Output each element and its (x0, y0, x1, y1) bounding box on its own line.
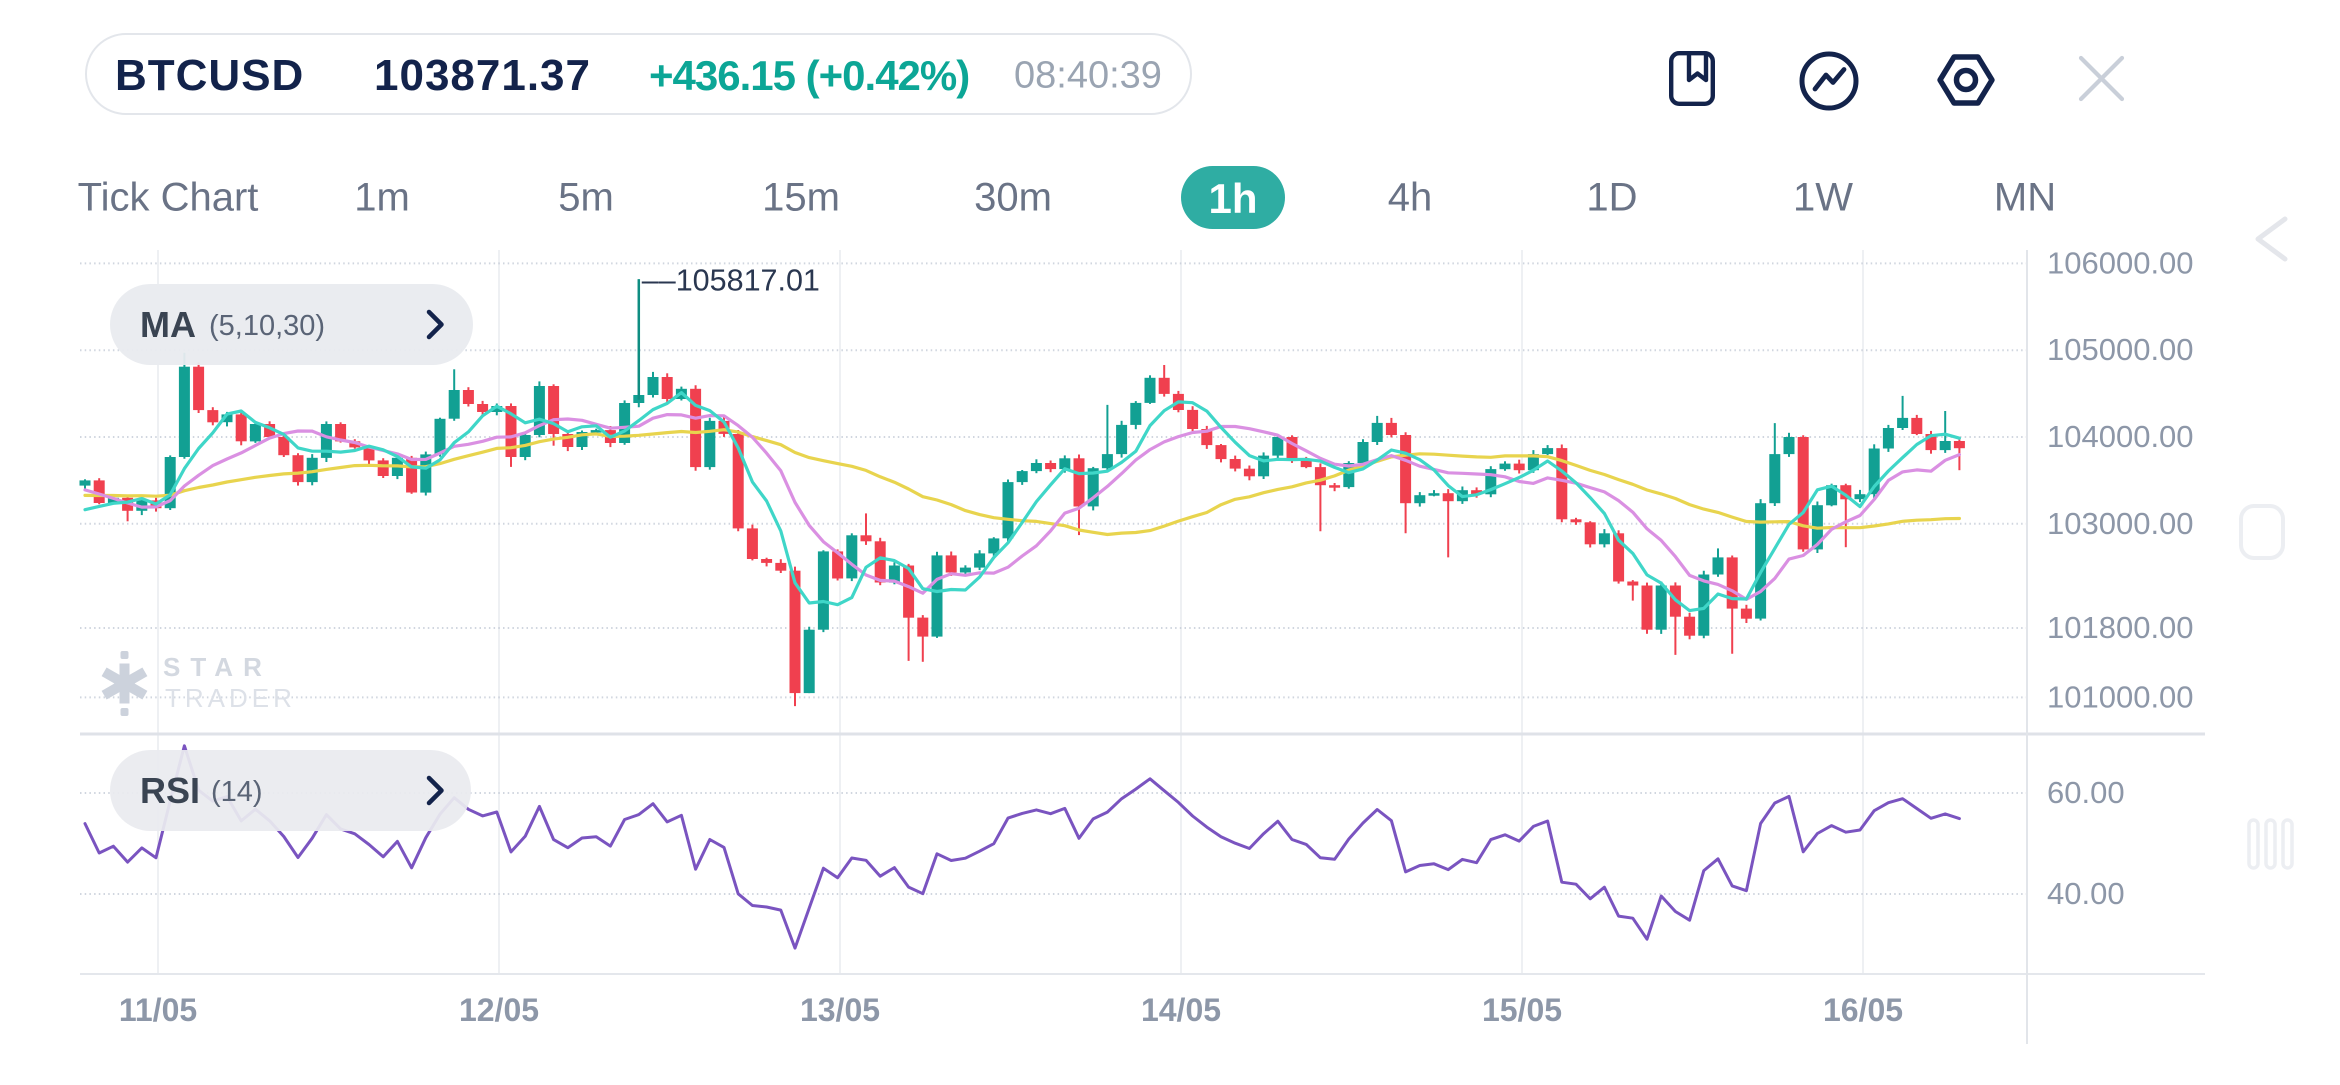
svg-text:RSI: RSI (140, 770, 200, 811)
svg-text:60.00: 60.00 (2047, 775, 2125, 810)
svg-text:15/05: 15/05 (1482, 992, 1562, 1028)
svg-text:TRADER: TRADER (165, 683, 296, 713)
svg-text:104000.00: 104000.00 (2047, 419, 2194, 454)
svg-text:40.00: 40.00 (2047, 876, 2125, 911)
svg-text:101800.00: 101800.00 (2047, 610, 2194, 645)
svg-text:16/05: 16/05 (1823, 992, 1903, 1028)
svg-text:105000.00: 105000.00 (2047, 332, 2194, 367)
svg-text:STAR: STAR (163, 652, 272, 682)
svg-text:(5,10,30): (5,10,30) (209, 310, 325, 342)
svg-text:(14): (14) (211, 776, 263, 808)
svg-text:11/05: 11/05 (119, 992, 197, 1028)
svg-text:MA: MA (140, 304, 196, 345)
svg-text:13/05: 13/05 (800, 992, 880, 1028)
svg-text:––105817.01: ––105817.01 (642, 263, 820, 297)
svg-text:14/05: 14/05 (1141, 992, 1221, 1028)
svg-text:106000.00: 106000.00 (2047, 245, 2194, 280)
svg-text:12/05: 12/05 (459, 992, 539, 1028)
svg-text:101000.00: 101000.00 (2047, 679, 2194, 714)
svg-text:103000.00: 103000.00 (2047, 506, 2194, 541)
